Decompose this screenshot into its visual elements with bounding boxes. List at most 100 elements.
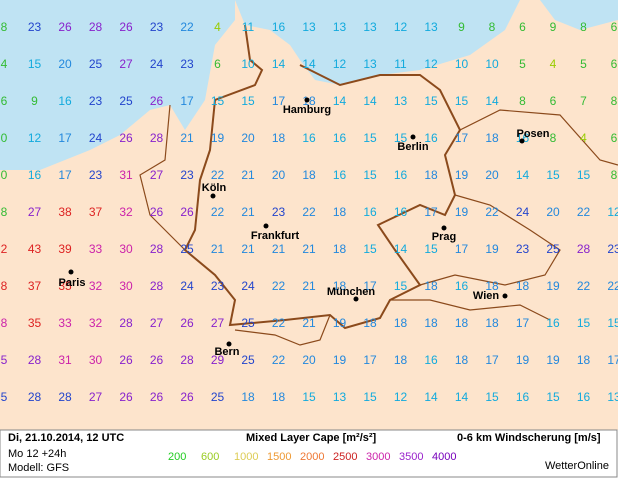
shear-value: 21 xyxy=(302,316,316,330)
shear-value: 28 xyxy=(89,20,103,34)
shear-title: 0-6 km Windscherung [m/s] xyxy=(457,432,601,444)
shear-value: 21 xyxy=(302,279,316,293)
shear-value: 19 xyxy=(546,353,560,367)
shear-value: 25 xyxy=(546,242,560,256)
shear-value: 32 xyxy=(89,316,103,330)
shear-value: 16 xyxy=(516,131,530,145)
shear-value: 39 xyxy=(58,242,72,256)
shear-value: 18 xyxy=(577,353,591,367)
shear-value: 21 xyxy=(241,205,255,219)
shear-value: 15 xyxy=(28,57,42,71)
shear-value: 25 xyxy=(241,353,255,367)
shear-value: 6 xyxy=(519,20,526,34)
legend-item: 4000 xyxy=(432,451,456,463)
shear-value: 21 xyxy=(272,242,286,256)
shear-value: 22 xyxy=(211,205,225,219)
shear-value: 26 xyxy=(180,205,194,219)
shear-value: 9 xyxy=(458,20,465,34)
shear-value: 21 xyxy=(302,242,316,256)
shear-value: 25 xyxy=(180,242,194,256)
shear-value: 4 xyxy=(580,131,587,145)
shear-value: 26 xyxy=(150,390,164,404)
city-label: Frankfurt xyxy=(251,230,300,242)
shear-value: 28 xyxy=(150,131,164,145)
shear-value: 17 xyxy=(363,353,377,367)
shear-value: 14 xyxy=(363,94,377,108)
cape-title: Mixed Layer Cape [m²/s²] xyxy=(246,432,377,444)
shear-value: 27 xyxy=(150,168,164,182)
shear-value: 12 xyxy=(607,205,618,219)
shear-value: 24 xyxy=(150,57,164,71)
shear-value: 24 xyxy=(241,279,255,293)
shear-value: 23 xyxy=(272,205,286,219)
shear-value: 21 xyxy=(180,131,194,145)
shear-value: 18 xyxy=(272,131,286,145)
legend-item: 3500 xyxy=(399,451,423,463)
shear-value: 11 xyxy=(242,20,255,34)
shear-value: 4 xyxy=(550,57,557,71)
city-dot xyxy=(304,97,310,103)
shear-value: 19 xyxy=(333,316,347,330)
shear-value: 14 xyxy=(424,390,438,404)
shear-value: 20 xyxy=(546,205,560,219)
shear-value: 16 xyxy=(394,205,408,219)
shear-value: 23 xyxy=(150,20,164,34)
shear-value: 33 xyxy=(58,316,72,330)
shear-value: 15 xyxy=(302,390,316,404)
shear-value: 22 xyxy=(211,168,225,182)
shear-value: 23 xyxy=(516,242,530,256)
city-dot xyxy=(441,225,447,231)
baltic-sea xyxy=(235,0,520,85)
shear-value: 15 xyxy=(485,390,499,404)
shear-value: 17 xyxy=(485,353,499,367)
city-label: Wien xyxy=(473,290,499,302)
shear-value: 5 xyxy=(580,57,587,71)
shear-value: 13 xyxy=(333,20,347,34)
shear-value: 32 xyxy=(89,279,103,293)
shear-value: 27 xyxy=(150,316,164,330)
shear-value: 20 xyxy=(302,353,316,367)
shear-value: 16 xyxy=(577,390,591,404)
shear-value: 15 xyxy=(363,168,377,182)
shear-value: 26 xyxy=(119,131,133,145)
shear-value: 18 xyxy=(485,131,499,145)
shear-value: 2 xyxy=(1,242,8,256)
shear-value: 29 xyxy=(211,353,225,367)
shear-value: 16 xyxy=(333,168,347,182)
shear-value: 22 xyxy=(272,316,286,330)
shear-value: 15 xyxy=(241,94,255,108)
shear-value: 18 xyxy=(424,279,438,293)
shear-value: 26 xyxy=(119,20,133,34)
shear-value: 19 xyxy=(516,353,530,367)
shear-value: 15 xyxy=(546,390,560,404)
shear-value: 25 xyxy=(241,316,255,330)
shear-value: 18 xyxy=(333,279,347,293)
shear-value: 26 xyxy=(150,94,164,108)
shear-value: 13 xyxy=(302,20,316,34)
shear-value: 28 xyxy=(119,316,133,330)
shear-value: 18 xyxy=(424,316,438,330)
shear-value: 8 xyxy=(519,94,526,108)
shear-value: 37 xyxy=(89,205,103,219)
run: Mo 12 +24h xyxy=(8,448,66,460)
shear-value: 23 xyxy=(28,20,42,34)
shear-value: 16 xyxy=(455,279,469,293)
shear-value: 13 xyxy=(607,390,618,404)
shear-value: 20 xyxy=(241,131,255,145)
shear-value: 14 xyxy=(455,390,469,404)
shear-value: 16 xyxy=(546,316,560,330)
city-dot xyxy=(353,296,359,302)
shear-value: 6 xyxy=(611,131,618,145)
shear-value: 12 xyxy=(333,57,347,71)
shear-value: 15 xyxy=(363,131,377,145)
shear-value: 23 xyxy=(211,279,225,293)
shear-value: 18 xyxy=(455,316,469,330)
city-dot xyxy=(519,138,525,144)
shear-value: 30 xyxy=(89,353,103,367)
shear-value: 16 xyxy=(58,94,72,108)
shear-value: 15 xyxy=(363,390,377,404)
shear-value: 12 xyxy=(394,390,408,404)
shear-value: 19 xyxy=(546,279,560,293)
shear-value: 17 xyxy=(272,94,286,108)
shear-value: 13 xyxy=(394,94,408,108)
